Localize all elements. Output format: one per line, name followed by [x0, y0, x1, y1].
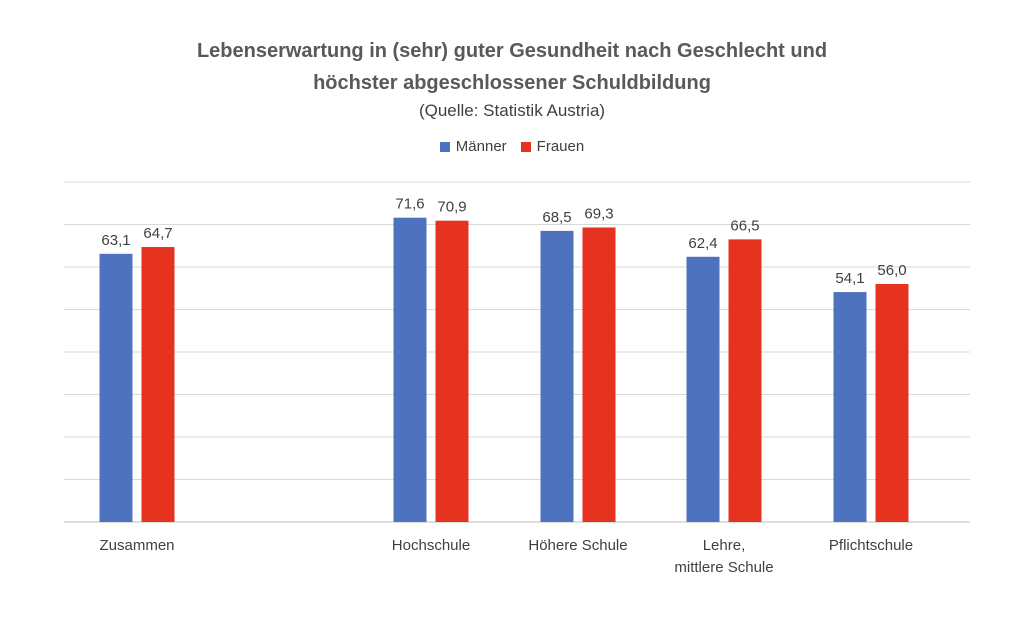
legend-label-maenner: Männer — [455, 138, 507, 155]
bar-frauen-2 — [582, 227, 616, 522]
category-label: Höhere Schule — [528, 537, 627, 554]
bar-maenner-3 — [686, 256, 720, 522]
category-label: Lehre, mittlere Schule — [674, 537, 773, 576]
data-label: 66,5 — [730, 217, 759, 234]
category-label: Hochschule — [392, 537, 470, 554]
data-label: 64,7 — [143, 225, 172, 242]
bar-frauen-0 — [141, 247, 175, 522]
bar-frauen-4 — [875, 284, 909, 522]
chart-subtitle: (Quelle: Statistik Austria) — [418, 101, 606, 120]
bar-maenner-0 — [99, 253, 133, 522]
data-label: 71,6 — [395, 196, 424, 213]
category-label: Pflichtschule — [829, 537, 913, 554]
bar-frauen-1 — [435, 220, 469, 523]
data-label: 54,1 — [835, 270, 864, 287]
bar-frauen-3 — [728, 239, 762, 522]
legend-item-frauen: Frauen — [520, 138, 585, 155]
legend-swatch-frauen — [520, 141, 531, 152]
category-label: Zusammen — [99, 537, 174, 554]
chart-title-line-1: Lebenserwartung in (sehr) guter Gesundhe… — [196, 40, 828, 62]
bar-maenner-2 — [540, 230, 574, 522]
chart-title-line-2: höchster abgeschlossener Schuldbildung — [313, 72, 711, 94]
legend: Männer Frauen — [0, 138, 1024, 155]
data-label: 62,4 — [688, 235, 717, 252]
legend-swatch-maenner — [439, 141, 450, 152]
legend-item-maenner: Männer — [439, 138, 507, 155]
bar-maenner-4 — [833, 292, 867, 522]
data-label: 63,1 — [101, 232, 130, 249]
bar-maenner-1 — [393, 217, 427, 522]
data-label: 68,5 — [542, 209, 571, 226]
data-label: 70,9 — [437, 199, 466, 216]
data-label: 56,0 — [877, 262, 906, 279]
data-label: 69,3 — [584, 205, 613, 222]
legend-label-frauen: Frauen — [536, 138, 585, 155]
